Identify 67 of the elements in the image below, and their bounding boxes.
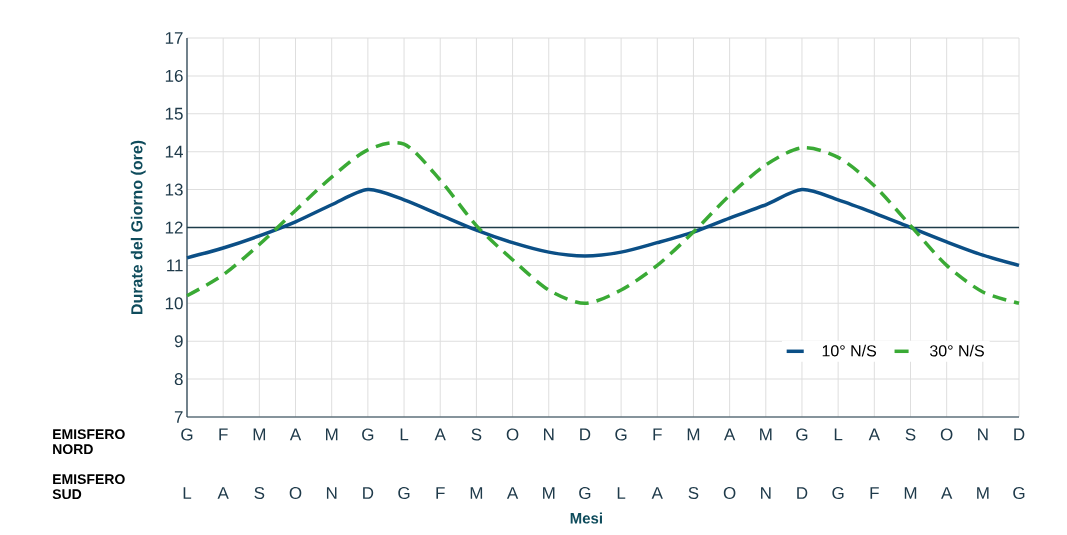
- legend-label: 10° N/S: [822, 344, 877, 357]
- text: A: [217, 487, 229, 499]
- y-tick-label: 7: [174, 411, 183, 423]
- text: O: [289, 486, 302, 500]
- legend-label: 30° N/S: [929, 344, 984, 357]
- text: M: [977, 487, 989, 499]
- x-tick-label: A: [434, 428, 446, 441]
- y-tick-label: 12: [165, 221, 183, 234]
- text: A: [506, 487, 519, 499]
- y-tick-label: 8: [174, 373, 183, 386]
- text: F: [870, 487, 879, 499]
- x-tick-label: N: [544, 428, 554, 441]
- x-tick-label: L: [834, 428, 843, 441]
- x-tick-label: D: [580, 428, 591, 441]
- y-tick-label: 13: [165, 183, 183, 196]
- x-tick-label: S: [905, 428, 916, 441]
- text: G: [832, 486, 844, 500]
- x-tick-label: N: [978, 428, 988, 441]
- text: G: [1013, 486, 1025, 500]
- text: M: [543, 487, 555, 499]
- x-tick-label: M: [687, 428, 700, 441]
- line-series: [185, 187, 1021, 268]
- x-tick-label: A: [723, 428, 736, 441]
- x-tick-label: M: [253, 428, 266, 441]
- x-tick-label: A: [289, 428, 302, 441]
- x-tick-label: D: [1014, 428, 1025, 441]
- text: S: [254, 486, 265, 500]
- x-tick-label: M: [326, 428, 338, 441]
- x-tick-label: M: [760, 428, 772, 441]
- x-tick-label: O: [506, 428, 519, 441]
- text: F: [436, 487, 445, 499]
- text: D: [797, 487, 808, 499]
- text: N: [761, 487, 771, 499]
- y-axis-title: Durate del Giorno (ore): [130, 140, 146, 314]
- text: L: [183, 487, 192, 499]
- x-tick-label: G: [615, 428, 627, 441]
- text: EMISFERO SUD: [52, 474, 125, 500]
- text: D: [363, 487, 374, 499]
- text: N: [326, 487, 337, 499]
- line-series: [185, 141, 1021, 306]
- y-tick-label: 10: [165, 297, 183, 310]
- x-tick-label: L: [400, 428, 409, 441]
- y-tick-label: 9: [174, 335, 183, 348]
- x-tick-label: O: [940, 428, 953, 441]
- text: G: [579, 486, 591, 500]
- text: O: [723, 486, 736, 500]
- x-tick-label: G: [362, 428, 374, 441]
- x-tick-label: G: [181, 428, 193, 441]
- x-tick-label: F: [653, 428, 662, 441]
- text: EMISFERO NORD: [53, 429, 125, 455]
- text: M: [470, 487, 483, 499]
- text: G: [398, 486, 410, 500]
- y-tick-label: 14: [165, 145, 183, 158]
- x-tick-label: F: [219, 428, 228, 441]
- text: L: [617, 487, 626, 499]
- x-tick-label: A: [868, 428, 880, 441]
- y-tick-label: 11: [167, 259, 183, 272]
- x-tick-label: G: [796, 428, 808, 441]
- y-tick-label: 16: [165, 69, 183, 82]
- text: M: [904, 487, 917, 499]
- x-axis-title: Mesi: [570, 512, 602, 524]
- x-tick-label: S: [471, 428, 482, 441]
- text: A: [651, 487, 663, 499]
- text: A: [941, 487, 953, 499]
- y-tick-label: 15: [165, 107, 183, 120]
- y-tick-label: 17: [165, 32, 183, 44]
- text: S: [688, 486, 699, 500]
